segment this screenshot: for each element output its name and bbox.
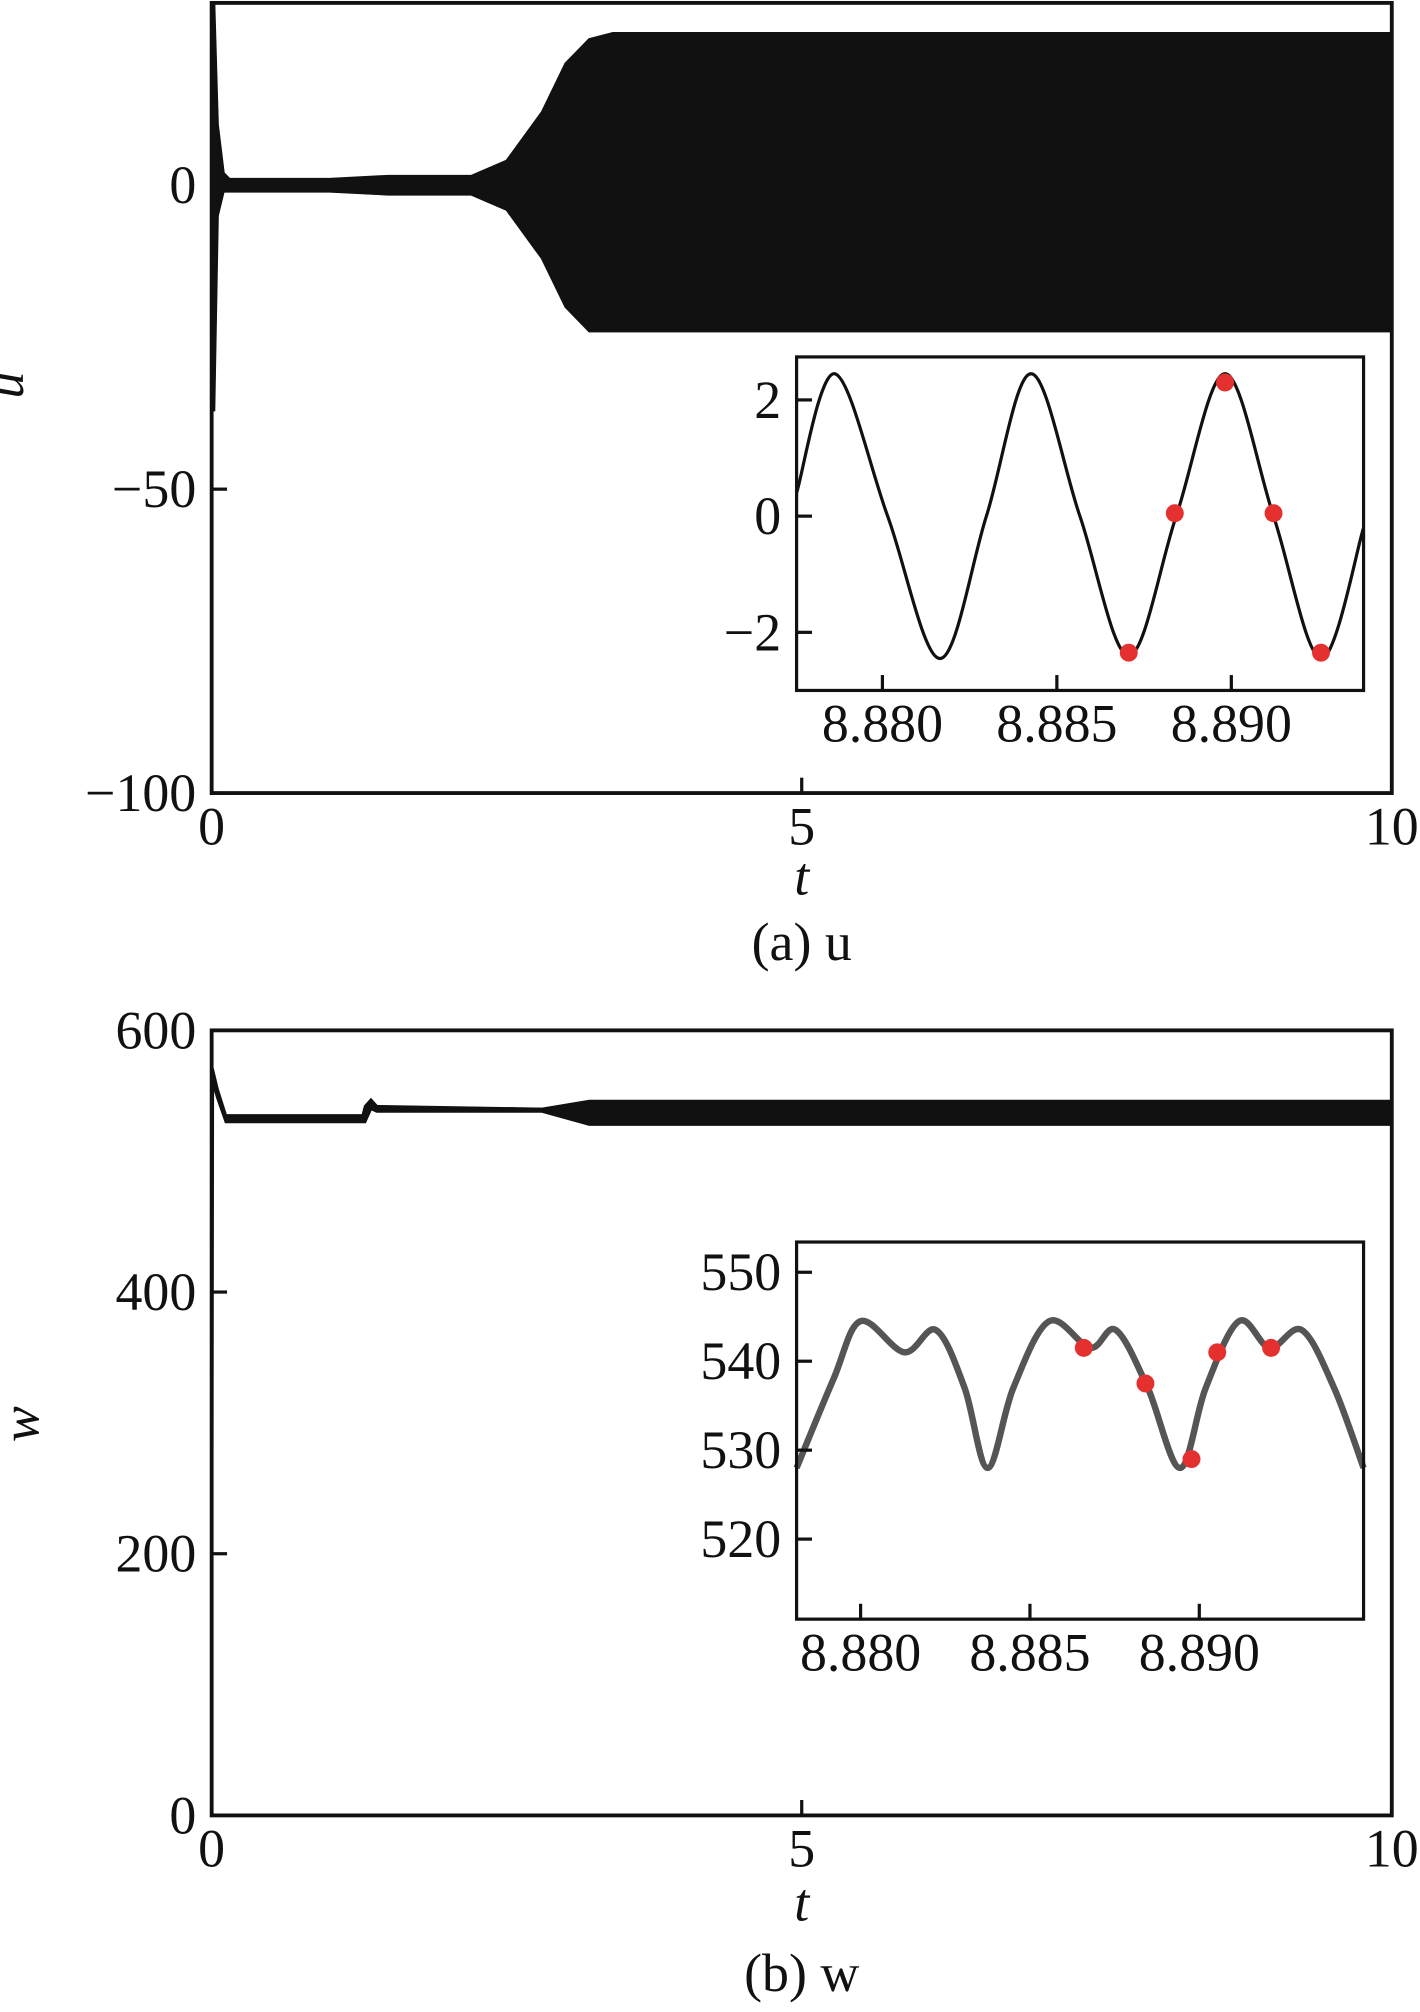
marker-point <box>1312 643 1330 662</box>
y-tick-label: 550 <box>700 1242 781 1302</box>
y-tick-label: −100 <box>85 763 196 823</box>
band-fill <box>210 1 1393 412</box>
y-tick-label: 530 <box>700 1420 781 1480</box>
plot-frame <box>794 355 1366 693</box>
x-tick-label: 8.890 <box>1171 694 1292 754</box>
lower-envelope <box>211 190 1392 412</box>
x-tick-label: 5 <box>788 796 815 856</box>
y-tick-label: 400 <box>115 1262 196 1322</box>
inset-background <box>796 356 1364 691</box>
marker-point <box>1074 1338 1093 1357</box>
upper-envelope <box>211 1068 1392 1117</box>
y-axis-label: u <box>0 372 35 399</box>
marker-point <box>1119 643 1138 662</box>
y-tick-label: 200 <box>115 1524 196 1584</box>
y-tick-label: 520 <box>700 1509 781 1569</box>
marker-point <box>1165 504 1184 523</box>
lower-envelope <box>210 1082 1392 1816</box>
y-tick-label: 0 <box>754 486 781 546</box>
x-axis-label: t <box>794 846 811 906</box>
marker-point <box>1262 1338 1281 1357</box>
x-tick-label: 0 <box>198 1819 225 1879</box>
y-tick-label: 0 <box>169 155 196 215</box>
y-tick-label: 2 <box>754 370 781 430</box>
caption: (a) u <box>752 912 852 972</box>
marker-point <box>1216 373 1235 392</box>
plot-frame <box>794 1240 1366 1621</box>
y-tick-label: −50 <box>112 459 196 519</box>
x-tick-label: 5 <box>788 1819 815 1879</box>
x-tick-label: 8.890 <box>1139 1622 1260 1682</box>
marker-point <box>1182 1450 1201 1469</box>
x-tick-label: 8.880 <box>822 694 943 754</box>
x-axis-label: t <box>794 1873 811 1933</box>
x-tick-label: 0 <box>198 796 225 856</box>
marker-point <box>1264 504 1283 523</box>
marker-point <box>1208 1343 1227 1362</box>
y-tick-label: 0 <box>169 1785 196 1845</box>
upper-envelope <box>211 1 1392 181</box>
y-axis-label: w <box>0 1406 50 1442</box>
caption: (b) w <box>744 1943 859 2003</box>
y-tick-label: 600 <box>115 1000 196 1060</box>
marker-point <box>1136 1374 1155 1393</box>
y-tick-label: 540 <box>700 1331 781 1391</box>
y-tick-label: −2 <box>724 602 781 662</box>
x-tick-label: 8.885 <box>996 694 1117 754</box>
x-tick-label: 10 <box>1365 796 1419 856</box>
inset-background <box>796 1242 1364 1620</box>
x-tick-label: 8.880 <box>800 1622 921 1682</box>
x-tick-label: 8.885 <box>969 1622 1090 1682</box>
x-tick-label: 10 <box>1365 1819 1419 1879</box>
